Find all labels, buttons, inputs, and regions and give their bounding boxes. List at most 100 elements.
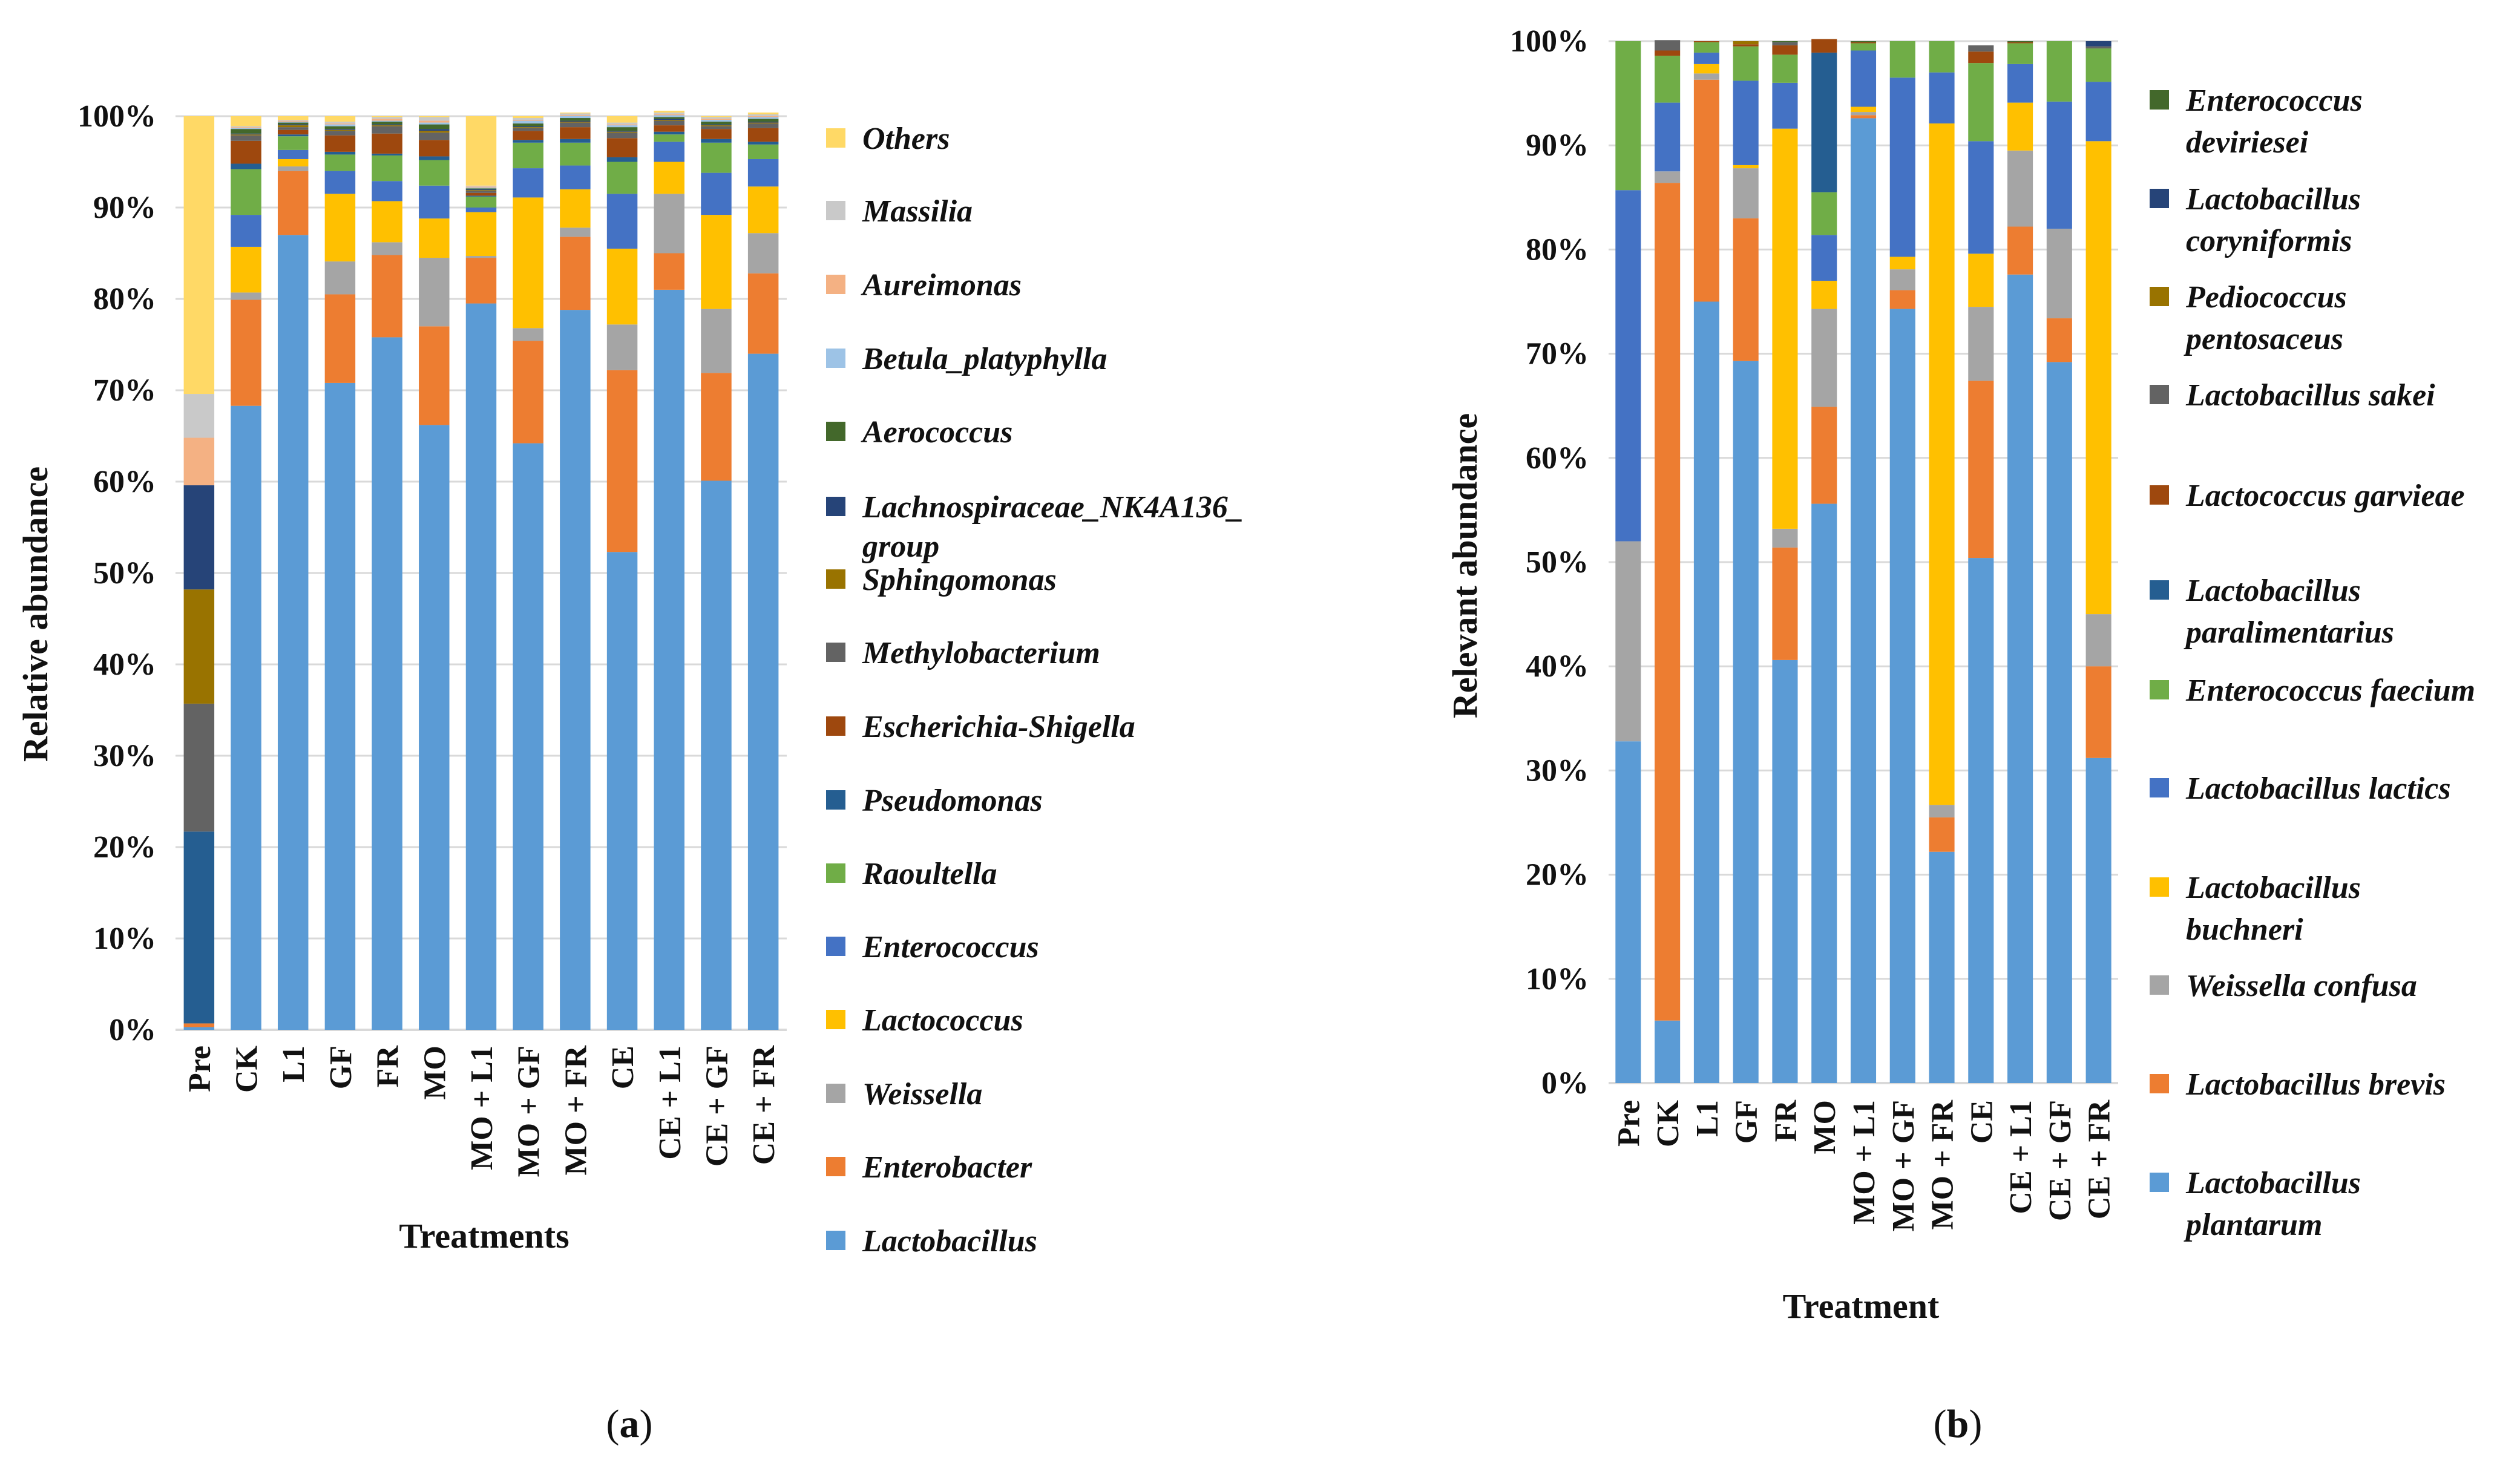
x-tick-label: CE + GF: [2043, 1100, 2078, 1221]
bar-stack: [2046, 41, 2072, 1083]
bar-segment: [1772, 128, 1798, 529]
bar-segment: [1811, 503, 1837, 1083]
x-tick-label: MO + L1: [1847, 1100, 1882, 1225]
bar-segment: [1889, 41, 1915, 78]
bar-segment: [1850, 112, 1877, 116]
bar-segment: [277, 122, 309, 123]
bar-segment: [465, 189, 497, 191]
bar-segment: [2007, 150, 2033, 227]
bar-stack: [513, 116, 543, 1030]
bar-segment: [747, 144, 779, 159]
bar-segment: [2007, 102, 2033, 151]
bar-segment: [324, 122, 356, 124]
bar-segment: [372, 181, 402, 201]
bar-segment: [1693, 41, 1719, 42]
bar-segment: [513, 197, 543, 329]
legend-label: Lactococcus: [862, 1003, 1023, 1038]
bar-segment: [324, 123, 356, 125]
bar-segment: [2046, 318, 2072, 362]
bar-segment: [1811, 407, 1837, 504]
bar-segment: [747, 273, 779, 354]
bar-segment: [277, 127, 309, 130]
bar-segment: [654, 289, 685, 1030]
bar-segment: [747, 353, 779, 1030]
bar-segment: [606, 131, 638, 133]
bar-segment: [606, 138, 638, 157]
bar-segment: [1889, 309, 1915, 1084]
bar-segment: [277, 116, 309, 120]
legend-label: Pediococcus pentosaceus: [2184, 280, 2347, 356]
bar-segment: [419, 326, 450, 425]
bar-segment: [560, 120, 591, 122]
bar-segment: [560, 113, 591, 116]
legend-label: Lactobacillus sakei: [2185, 378, 2435, 413]
bar-segment: [1772, 54, 1798, 83]
legend-swatch: [826, 422, 845, 441]
bar-segment: [1889, 257, 1915, 270]
bar-segment: [372, 153, 402, 156]
x-tick-label: CK: [230, 1045, 264, 1093]
bar-segment: [231, 300, 261, 406]
bar-segment: [560, 237, 591, 310]
legend-swatch: [2150, 485, 2169, 505]
bar-segment: [654, 131, 685, 135]
bar-segment: [701, 125, 732, 126]
bar-segment: [1655, 56, 1681, 103]
bar-segment: [465, 196, 497, 208]
bar-segment: [2085, 141, 2111, 615]
x-tick-label: FR: [371, 1045, 405, 1088]
x-tick-label: GF: [1730, 1100, 1764, 1144]
y-tick-label: 40%: [93, 647, 156, 682]
bar-segment: [1772, 660, 1798, 1083]
bar-segment: [1733, 41, 1759, 45]
y-tick-label: 90%: [1526, 128, 1589, 163]
bar-segment: [513, 120, 543, 124]
x-tick-label: CE: [1964, 1100, 1999, 1144]
bar-segment: [701, 124, 732, 126]
bar-segment: [324, 129, 356, 130]
bar-segment: [2085, 82, 2111, 142]
bar-segment: [606, 162, 638, 194]
bar-segment: [654, 162, 685, 194]
legend-swatch: [2150, 1074, 2169, 1093]
bar-segment: [654, 112, 685, 114]
bar-segment: [513, 127, 543, 128]
legend-label: Lactococcus garvieae: [2185, 479, 2465, 513]
legend-label: Escherichia-Shigella: [862, 710, 1135, 744]
bar-segment: [701, 309, 732, 373]
legend-label: Others: [862, 122, 950, 156]
bar-segment: [654, 115, 685, 117]
bar-segment: [419, 258, 450, 327]
bar-segment: [654, 114, 685, 116]
bar-segment: [1968, 45, 1994, 52]
bar-segment: [1655, 50, 1681, 56]
bar-segment: [560, 228, 591, 237]
bar-segment: [654, 110, 685, 113]
bar-stack: [1615, 41, 1641, 1083]
bar-segment: [1850, 50, 1877, 107]
bar-segment: [465, 186, 497, 188]
legend-swatch: [2150, 778, 2169, 797]
y-tick-label: 10%: [93, 922, 156, 956]
bar-segment: [1968, 558, 1994, 1083]
legend-swatch: [2150, 287, 2169, 306]
bar-segment: [231, 126, 261, 128]
bar-segment: [1733, 361, 1759, 1083]
legend-label: Lactobacillus lactics: [2185, 771, 2451, 806]
bar-stack: [372, 116, 402, 1030]
bar-segment: [701, 480, 732, 1030]
bar-segment: [747, 122, 779, 123]
bar-segment: [2085, 758, 2111, 1083]
bar-segment: [231, 215, 261, 247]
legend-label: Lactobacillus buchneri: [2185, 871, 2361, 947]
bar-segment: [231, 116, 261, 126]
y-tick-label: 10%: [1526, 962, 1589, 997]
bar-segment: [1889, 77, 1915, 257]
bar-segment: [606, 127, 638, 131]
bar-segment: [1655, 40, 1681, 51]
bar-segment: [1811, 235, 1837, 281]
bar-segment: [1811, 309, 1837, 407]
bar-segment: [372, 116, 402, 117]
bar-segment: [183, 703, 215, 832]
bar-segment: [2007, 64, 2033, 103]
